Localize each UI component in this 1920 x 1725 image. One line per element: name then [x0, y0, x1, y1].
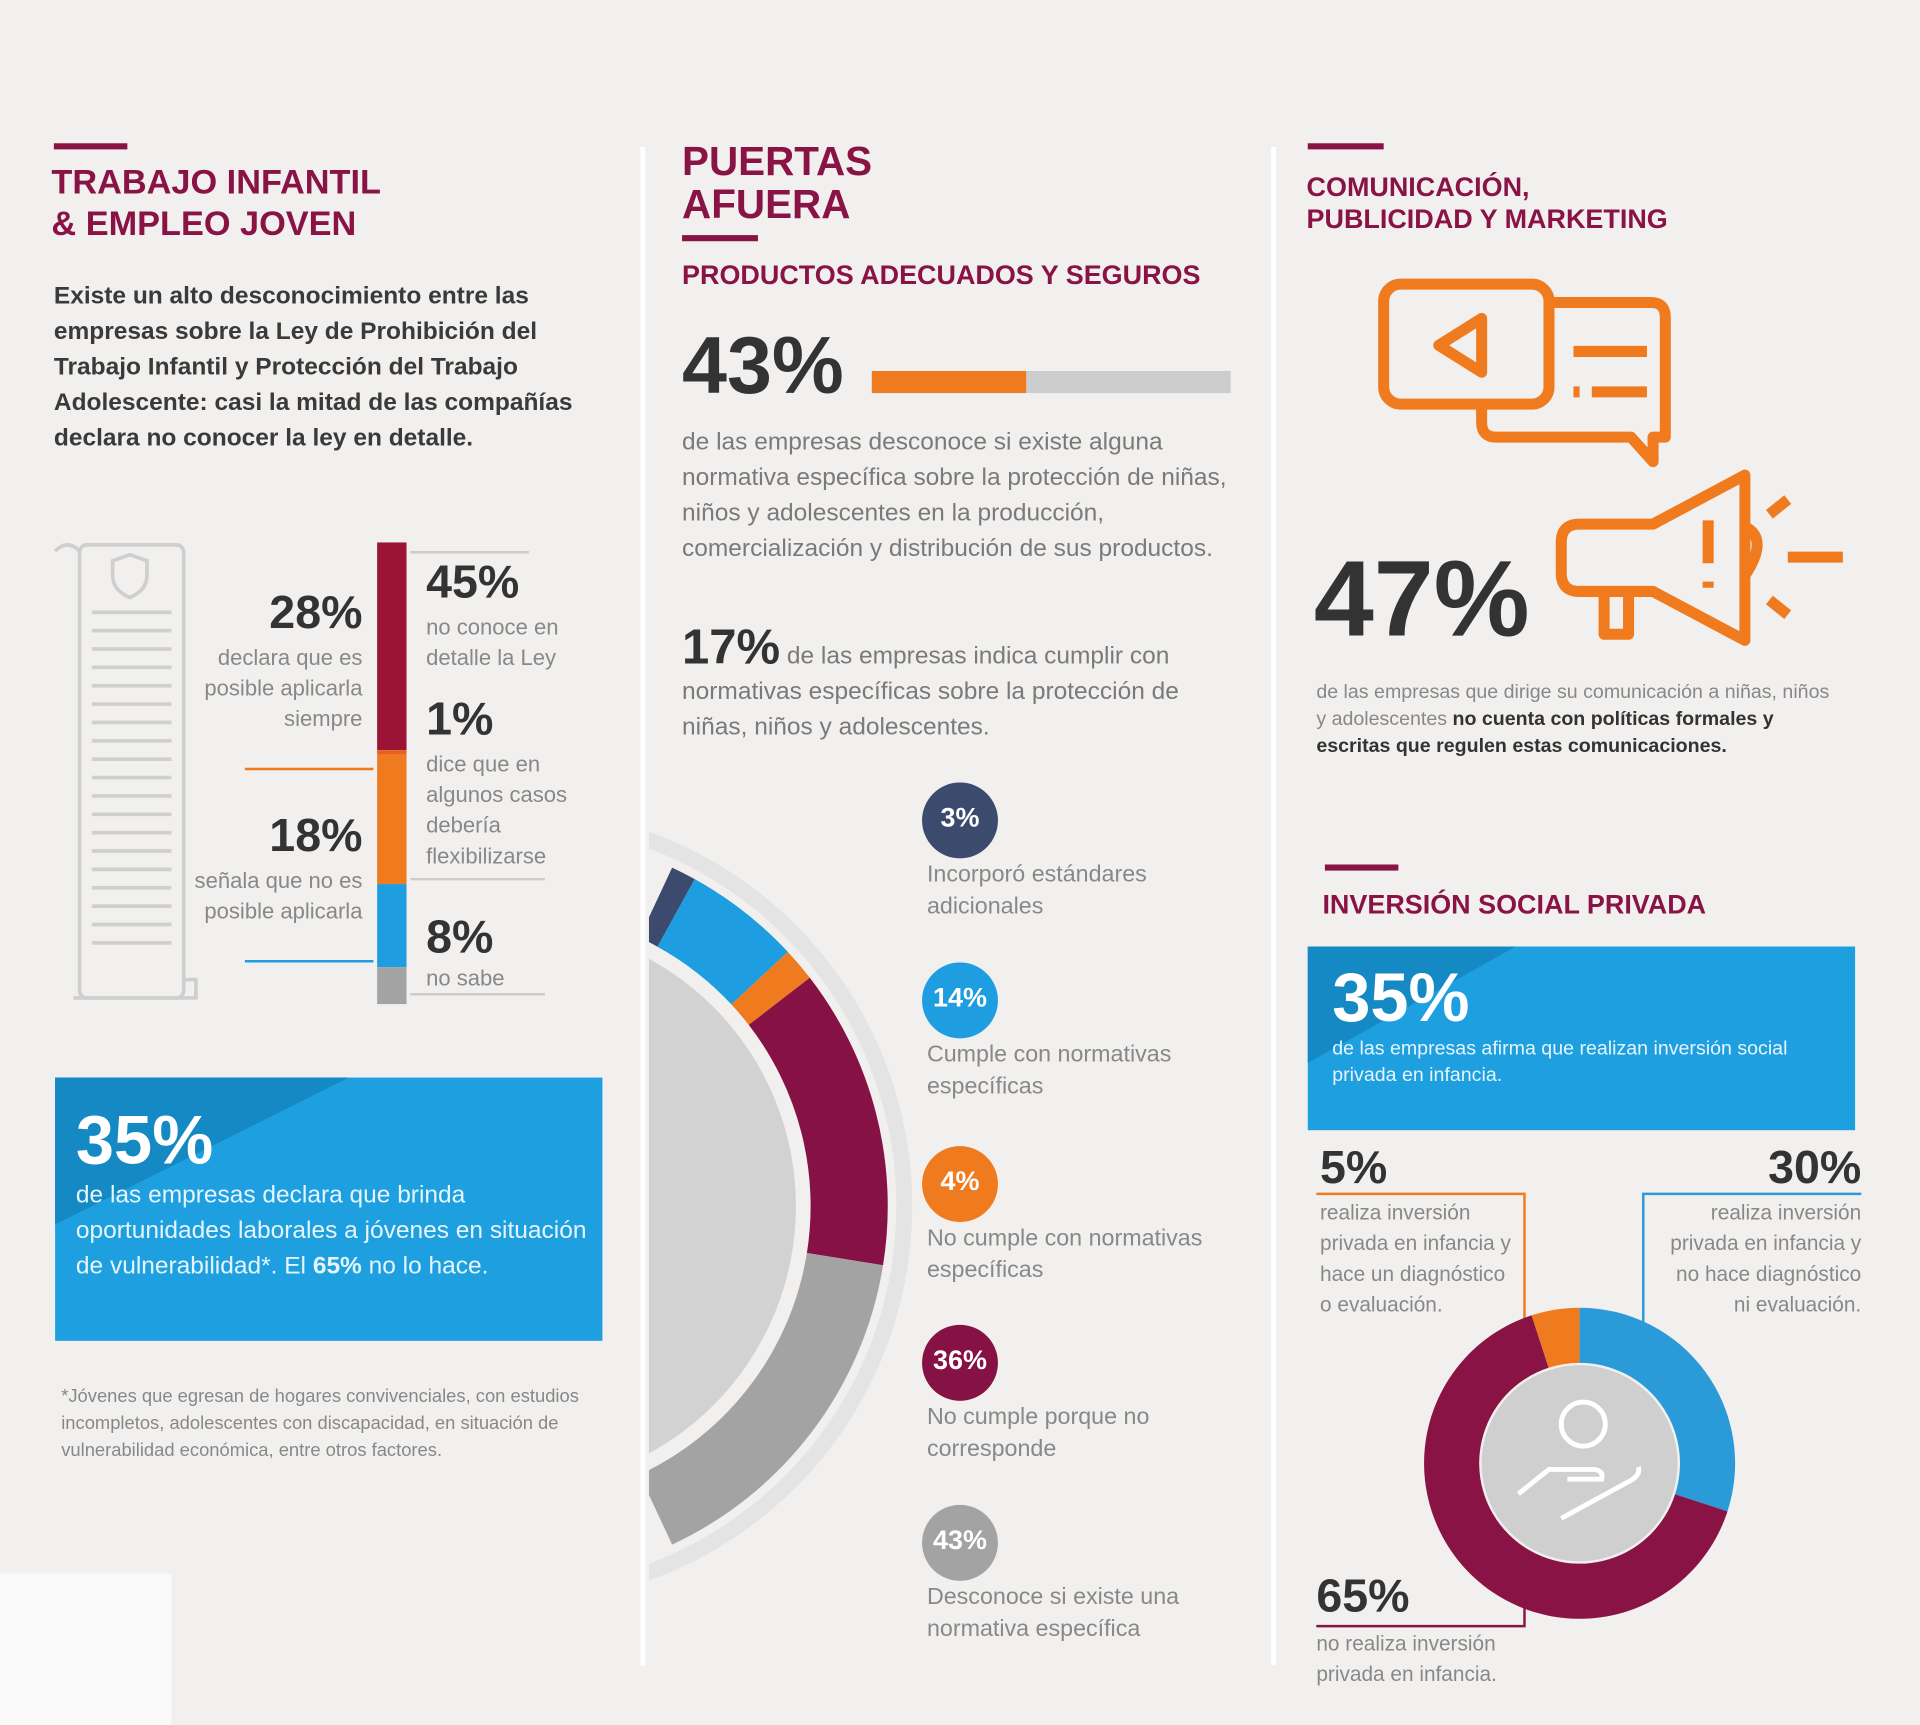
bar	[871, 371, 1027, 394]
rule	[53, 143, 128, 150]
donut-segment	[648, 867, 695, 947]
rule	[682, 235, 758, 242]
legend-text: No cumple porque no corresponde	[926, 1404, 1150, 1463]
title-line: & EMPLEO JOVEN	[51, 204, 357, 243]
number-label: 5%	[1320, 1142, 1388, 1194]
legend-value: 14%	[933, 982, 987, 1013]
video-chat-icon	[1378, 278, 1671, 468]
donut-segment	[1531, 1307, 1580, 1368]
legend-marker	[922, 962, 998, 1039]
title-line: PUERTAS	[682, 138, 873, 184]
intro: Existe un alto desconocimiento entre las…	[53, 282, 573, 452]
title-line: AFUERA	[682, 181, 851, 227]
number-label: 30%	[1768, 1142, 1862, 1194]
chart-marks	[377, 371, 1736, 1619]
bar-segment	[377, 884, 407, 968]
callout-shade	[1307, 946, 1516, 1063]
label-text: dice que en algunos casos debería flexib…	[426, 751, 568, 869]
label-text: señala que no es posible aplicarla	[194, 868, 363, 924]
legend-value: 3%	[940, 802, 980, 833]
big-number: 43%	[682, 319, 844, 411]
legend-marker	[922, 1324, 998, 1401]
bar-segment	[377, 750, 407, 755]
big-number: 35%	[1332, 958, 1470, 1036]
legend-marker	[922, 782, 998, 859]
document-icon	[53, 543, 198, 1000]
bar-segment	[377, 754, 407, 885]
legend-text: Cumple con normativas específicas	[926, 1042, 1172, 1100]
title-line: TRABAJO INFANTIL	[51, 162, 381, 201]
donut-segment	[1424, 1315, 1728, 1619]
text: de las empresas que dirige su comunicaci…	[1316, 682, 1830, 730]
donut	[648, 867, 888, 1545]
legend-value: 36%	[933, 1344, 987, 1376]
donut-segment	[648, 1252, 884, 1545]
donut-segment	[748, 977, 888, 1266]
number-label: 65%	[1316, 1571, 1410, 1623]
number-label: 8%	[426, 912, 494, 964]
money-hand-icon	[1516, 1399, 1642, 1521]
title-line: COMUNICACIÓN,	[1306, 171, 1530, 203]
text: de las empresas declara que brinda oport…	[75, 1181, 587, 1280]
section-title: COMUNICACIÓN, PUBLICIDAD Y MARKETING	[1307, 171, 1668, 235]
legend-text: No cumple con normativas específicas	[926, 1225, 1203, 1284]
callout-text: de las empresas afirma que realizan inve…	[1332, 1038, 1788, 1087]
donut-segment	[657, 879, 788, 1005]
number-label: 18%	[269, 810, 363, 863]
number-label: 45%	[426, 557, 520, 609]
rule	[1324, 864, 1399, 871]
legend-marker	[922, 1146, 998, 1223]
number-label: 28%	[269, 587, 363, 640]
label-text: declara que es posible aplicarla siempre	[204, 645, 363, 732]
callout-text: de las empresas declara que brinda oport…	[76, 1178, 590, 1285]
corner-shape	[0, 1573, 172, 1725]
legend-value: 4%	[940, 1165, 980, 1197]
big-number: 47%	[1313, 537, 1530, 659]
title-line: PUBLICIDAD Y MARKETING	[1306, 203, 1668, 234]
text-bold: 65%	[312, 1252, 362, 1280]
label-text: realiza inversión privada en infancia y …	[1320, 1201, 1511, 1317]
callout-shade	[55, 1077, 349, 1225]
text: no lo hace.	[361, 1252, 489, 1280]
text: de las empresas indica cumplir con norma…	[682, 642, 1179, 741]
section-title: TRABAJO INFANTIL & EMPLEO JOVEN	[51, 162, 381, 245]
label-text: no conoce en detalle la Ley	[426, 614, 559, 670]
megaphone-icon	[1555, 469, 1843, 646]
donut-segment	[731, 951, 810, 1025]
label-text: realiza inversión privada en infancia y …	[1670, 1201, 1862, 1317]
legend-text: Desconoce si existe una normativa especí…	[926, 1584, 1180, 1643]
subtitle: PRODUCTOS ADECUADOS Y SEGUROS	[682, 259, 1201, 291]
footnote: *Jóvenes que egresan de hogares conviven…	[61, 1386, 579, 1461]
donut-segment	[1579, 1307, 1736, 1512]
text-bold: no cuenta con políticas formales y escri…	[1316, 708, 1774, 757]
section-title: INVERSIÓN SOCIAL PRIVADA	[1322, 888, 1707, 920]
donut-center	[1481, 1365, 1678, 1562]
big-number: 35%	[75, 1100, 214, 1178]
number-label: 1%	[426, 694, 494, 746]
legend-text: Incorporó estándares adicionales	[926, 862, 1147, 920]
section-title: PUERTAS AFUERA	[682, 140, 872, 226]
stat-text: de las empresas que dirige su comunicaci…	[1316, 680, 1843, 761]
rule	[1307, 143, 1384, 150]
legend-value: 43%	[933, 1524, 987, 1556]
number: 17%	[682, 620, 781, 675]
legend-marker	[922, 1504, 998, 1581]
bar-segment	[377, 542, 407, 751]
label-text: no realiza inversión privada en infancia…	[1316, 1632, 1497, 1687]
bar-segment	[377, 967, 407, 1005]
stat-text: 17% de las empresas indica cumplir con n…	[682, 623, 1239, 746]
stat-text: de las empresas desconoce si existe algu…	[682, 428, 1227, 563]
label-text: no sabe	[426, 966, 505, 991]
